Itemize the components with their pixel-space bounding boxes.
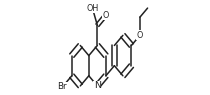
- Text: OH: OH: [86, 4, 98, 13]
- Text: Br: Br: [58, 82, 67, 91]
- Text: N: N: [94, 81, 101, 90]
- Text: O: O: [137, 31, 143, 40]
- Text: O: O: [102, 11, 109, 20]
